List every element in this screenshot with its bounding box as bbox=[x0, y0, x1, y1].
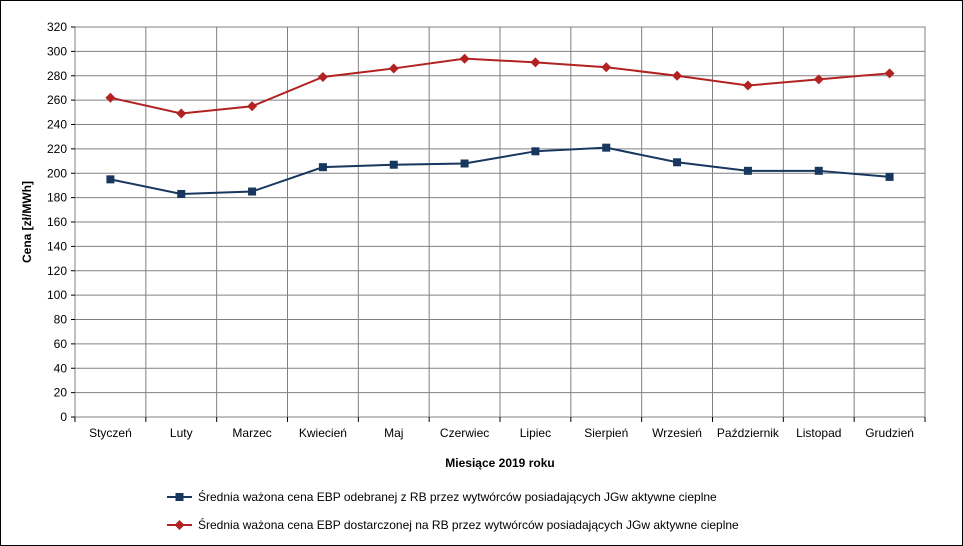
x-tick-label: Grudzień bbox=[865, 426, 914, 440]
legend-marker-diamond bbox=[174, 520, 185, 530]
series-line-2 bbox=[110, 57, 890, 115]
y-tick-label: 160 bbox=[47, 215, 67, 229]
data-point-diamond bbox=[388, 63, 399, 74]
data-point-square bbox=[177, 189, 186, 198]
data-point-diamond bbox=[105, 92, 116, 103]
y-tick-label: 180 bbox=[47, 191, 67, 205]
data-point-square bbox=[814, 166, 823, 175]
y-tick-label: 280 bbox=[47, 69, 67, 83]
data-point-square bbox=[389, 160, 398, 169]
legend-entry-1: Średnia ważona cena EBP odebranej z RB p… bbox=[167, 489, 717, 504]
y-tick-label: 80 bbox=[54, 313, 68, 327]
x-tick-label: Styczeń bbox=[89, 426, 132, 440]
data-point-diamond bbox=[742, 80, 753, 91]
data-point-square bbox=[248, 187, 257, 196]
horizontal-gridlines bbox=[75, 50, 925, 394]
x-tick-label: Październik bbox=[717, 426, 780, 440]
y-tick-label: 100 bbox=[47, 288, 67, 302]
y-tick-label: 300 bbox=[47, 44, 67, 58]
data-point-diamond bbox=[247, 101, 258, 112]
y-tick-label: 320 bbox=[47, 20, 67, 34]
series-line-1 bbox=[110, 146, 890, 195]
y-tick-label: 240 bbox=[47, 118, 67, 132]
y-tick-label: 140 bbox=[47, 239, 67, 253]
data-point-square bbox=[318, 163, 327, 172]
data-point-diamond bbox=[601, 62, 612, 73]
series-2 bbox=[105, 53, 895, 119]
y-tick-label: 40 bbox=[54, 361, 68, 375]
y-tick-label: 260 bbox=[47, 93, 67, 107]
y-tick-label: 200 bbox=[47, 166, 67, 180]
x-axis-ticks: Styczeń Luty Marzec Kwiecień Maj Czerwiec Lipi… bbox=[74, 417, 926, 440]
series-layer bbox=[105, 53, 895, 198]
x-tick-label: Marzec bbox=[232, 426, 271, 440]
y-tick-label: 220 bbox=[47, 142, 67, 156]
data-point-square bbox=[106, 175, 115, 184]
x-tick-label: Luty bbox=[170, 426, 193, 440]
x-tick-label: Wrzesień bbox=[652, 426, 702, 440]
data-point-square bbox=[602, 143, 611, 152]
x-axis-title: Miesiące 2019 roku bbox=[445, 456, 554, 470]
y-axis-title: Cena [zł/MWh] bbox=[20, 181, 34, 263]
legend-label-2: Średnia ważona cena EBP dostarczonej na … bbox=[198, 517, 739, 532]
data-point-diamond bbox=[176, 108, 187, 119]
data-point-square bbox=[531, 147, 540, 156]
data-point-diamond bbox=[884, 68, 895, 79]
data-point-diamond bbox=[317, 71, 328, 82]
legend: Średnia ważona cena EBP odebranej z RB p… bbox=[167, 489, 739, 532]
data-point-square bbox=[743, 166, 752, 175]
legend-entry-2: Średnia ważona cena EBP dostarczonej na … bbox=[167, 517, 739, 532]
data-point-square bbox=[885, 172, 894, 181]
x-tick-label: Sierpień bbox=[584, 426, 628, 440]
y-axis-ticks: 0 20 40 60 80 100 120 140 160 180 200 220 240 260 280 3… bbox=[47, 20, 75, 424]
data-point-square bbox=[673, 158, 682, 167]
x-tick-label: Listopad bbox=[796, 426, 841, 440]
data-point-diamond bbox=[813, 74, 824, 85]
x-tick-label: Czerwiec bbox=[440, 426, 489, 440]
series-1 bbox=[106, 143, 894, 198]
data-point-square bbox=[460, 159, 469, 168]
y-tick-label: 60 bbox=[54, 337, 68, 351]
y-tick-label: 20 bbox=[54, 386, 68, 400]
data-point-diamond bbox=[459, 53, 470, 64]
x-tick-label: Lipiec bbox=[520, 426, 551, 440]
y-tick-label: 0 bbox=[60, 410, 67, 424]
legend-marker-square bbox=[175, 493, 184, 501]
legend-label-1: Średnia ważona cena EBP odebranej z RB p… bbox=[198, 489, 717, 504]
data-point-diamond bbox=[530, 57, 541, 68]
x-tick-label: Kwiecień bbox=[299, 426, 347, 440]
y-tick-label: 120 bbox=[47, 264, 67, 278]
data-point-diamond bbox=[672, 70, 683, 81]
x-tick-label: Maj bbox=[384, 426, 403, 440]
